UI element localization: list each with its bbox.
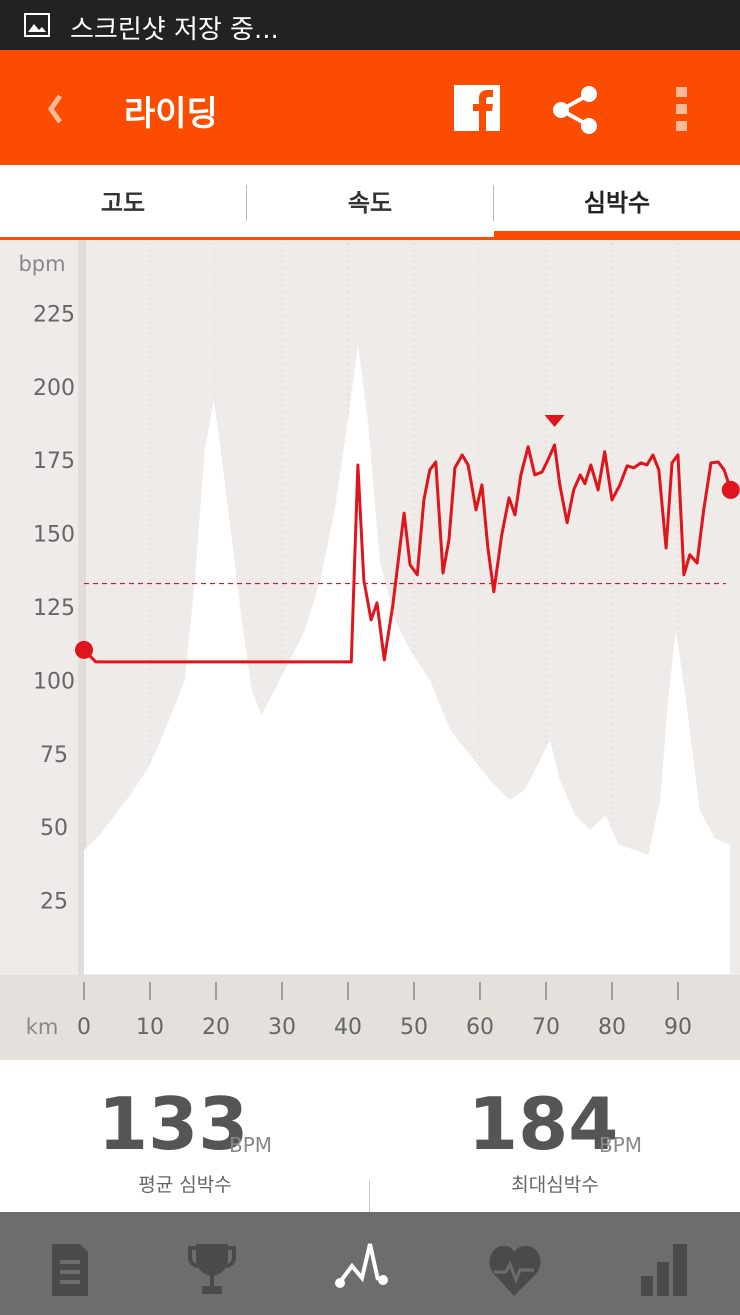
x-tick-label: 70	[532, 1015, 560, 1040]
endpoint-dot	[75, 640, 93, 659]
y-tick-label: 150	[33, 523, 75, 548]
menu-button[interactable]	[674, 87, 690, 131]
screen-title: 라이딩	[124, 94, 218, 134]
stat-value: 184	[468, 1082, 619, 1166]
app-bar: 라이딩	[0, 50, 740, 165]
y-tick-label: 200	[33, 376, 75, 401]
stat-value: 133	[98, 1082, 249, 1166]
x-tick-label: 90	[664, 1015, 692, 1040]
facebook-button[interactable]	[454, 85, 500, 131]
active-tab-indicator	[494, 231, 740, 239]
bottom-nav	[0, 1212, 740, 1315]
x-tick-label: 20	[202, 1015, 230, 1040]
share-button[interactable]	[550, 85, 600, 135]
y-tick-label: 25	[40, 890, 68, 915]
x-tick-label: 0	[77, 1015, 91, 1040]
y-tick-label: 75	[40, 743, 68, 768]
elevation-area	[84, 344, 731, 975]
back-button[interactable]	[44, 92, 68, 126]
nav-stats[interactable]	[641, 1244, 687, 1296]
y-tick-label: 100	[33, 669, 75, 694]
tab[interactable]: 심박수	[583, 189, 651, 217]
y-axis-label: bpm	[18, 252, 65, 276]
x-tick-label: 40	[334, 1015, 362, 1040]
nav-analysis[interactable]	[335, 1243, 388, 1288]
nav-summary[interactable]	[52, 1244, 88, 1296]
stat-label: 최대심박수	[511, 1174, 599, 1196]
y-tick-label: 225	[33, 302, 75, 327]
x-tick-label: 60	[466, 1015, 494, 1040]
tab[interactable]: 속도	[347, 189, 393, 217]
y-tick-label: 125	[33, 596, 75, 621]
x-tick-label: 30	[268, 1015, 296, 1040]
image-icon	[24, 13, 50, 37]
tab[interactable]: 고도	[100, 189, 146, 217]
stat-label: 평균 심박수	[138, 1174, 232, 1196]
stat-unit: BPM	[229, 1133, 273, 1157]
heart-rate-line	[82, 443, 733, 664]
chart: bpm 25 50 75 100 125 150 175 200 225 0 10 20 30 40 50 60…	[0, 240, 740, 1060]
endpoint-dot	[721, 480, 740, 499]
nav-icons	[52, 1243, 687, 1296]
nav-heart[interactable]	[489, 1245, 541, 1296]
x-tick-label: 10	[136, 1015, 164, 1040]
x-axis-label: km	[26, 1015, 59, 1039]
stats-panel: 133 BPM 평균 심박수 184 BPM 최대심박수	[0, 1060, 740, 1212]
x-tick-label: 50	[400, 1015, 428, 1040]
status-bar: 스크린샷 저장 중...	[0, 0, 740, 50]
status-text: 스크린샷 저장 중...	[70, 15, 279, 45]
y-tick-label: 50	[40, 816, 68, 841]
max-marker	[544, 414, 565, 427]
y-tick-label: 175	[33, 449, 75, 474]
x-tick-label: 80	[598, 1015, 626, 1040]
tab-bar: 고도 속도 심박수	[0, 165, 740, 240]
stat-unit: BPM	[599, 1133, 643, 1157]
nav-achievements[interactable]	[188, 1244, 236, 1294]
